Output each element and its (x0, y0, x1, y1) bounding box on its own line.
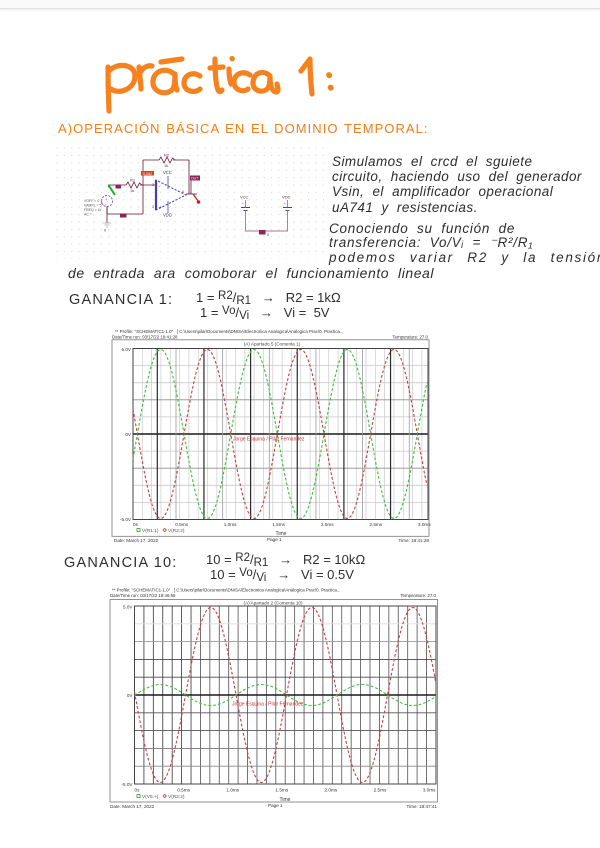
svg-text:3: 3 (152, 205, 154, 209)
svg-text:+: + (159, 205, 162, 211)
svg-text:3.0ms: 3.0ms (418, 522, 431, 527)
svg-text:VOFF = 0: VOFF = 0 (84, 199, 99, 203)
svg-text:2: 2 (152, 183, 154, 187)
svg-text:5.0V: 5.0V (123, 605, 133, 610)
svg-text:Time: 18:41:28: Time: 18:41:28 (399, 538, 430, 543)
svg-text:0.5ms: 0.5ms (175, 522, 188, 527)
svg-text:AC =: AC = (84, 213, 92, 217)
svg-text:2.0ms: 2.0ms (321, 522, 334, 527)
svg-text:1.5ms: 1.5ms (275, 788, 288, 793)
svg-text:Time: 18:47:41: Time: 18:47:41 (407, 804, 438, 809)
svg-text:0: 0 (104, 228, 107, 233)
svg-text:-5.0V: -5.0V (122, 782, 134, 787)
svg-text:Date/Time run: 03/17/22 18:46:: Date/Time run: 03/17/22 18:46:55 (110, 593, 176, 598)
svg-text:-5.0V: -5.0V (120, 517, 132, 522)
svg-text:Temperature: 27.0: Temperature: 27.0 (392, 335, 428, 340)
svg-text:2.5ms: 2.5ms (374, 788, 387, 793)
svg-text:0.5ms: 0.5ms (177, 788, 190, 793)
svg-text:6: 6 (182, 190, 184, 194)
svg-text:-: - (159, 184, 161, 190)
svg-text:FREQ = 1k: FREQ = 1k (84, 208, 102, 212)
svg-text:TL082: TL082 (142, 172, 152, 176)
svg-text:1k: 1k (164, 163, 168, 168)
svg-text:VDD: VDD (163, 213, 172, 218)
svg-text:Date/Time run: 03/17/22 18:41:: Date/Time run: 03/17/22 18:41:28 (112, 335, 178, 340)
svg-text:1.0ms: 1.0ms (224, 522, 237, 527)
svg-text:Time: Time (280, 797, 291, 803)
svg-text:R2: R2 (164, 153, 170, 158)
svg-text:0V: 0V (125, 432, 132, 437)
svg-text:OUT: OUT (191, 177, 198, 181)
svg-text:5.0V: 5.0V (122, 347, 132, 352)
svg-text:R1: R1 (130, 178, 136, 183)
svg-text:(A) Apartado 5 (Comenta 1): (A) Apartado 5 (Comenta 1) (244, 342, 301, 347)
svg-text:1.5ms: 1.5ms (272, 522, 285, 527)
svg-text:0s: 0s (133, 522, 139, 527)
svg-text:VAMPL = 5: VAMPL = 5 (84, 204, 101, 208)
svg-text:2.5ms: 2.5ms (369, 522, 382, 527)
svg-text:** Profile: "SCHEMATIC1-1.0": ** Profile: "SCHEMATIC1-1.0" [ C:\Users\… (115, 329, 344, 334)
svg-text:1k: 1k (130, 188, 134, 193)
svg-text:+: + (284, 202, 286, 206)
svg-text:VCC: VCC (163, 170, 172, 175)
svg-text:V(R1:1): V(R1:1) (142, 528, 159, 534)
svg-text:0V: 0V (127, 693, 134, 698)
svg-text:Date: March 17, 2022: Date: March 17, 2022 (110, 804, 155, 809)
svg-text:V(V5:+): V(V5:+) (142, 794, 159, 800)
svg-text:Temperature: 27.0: Temperature: 27.0 (400, 593, 436, 598)
svg-text:3.0ms: 3.0ms (423, 788, 436, 793)
svg-text:Page 1: Page 1 (267, 537, 282, 542)
svg-text:2.0ms: 2.0ms (325, 788, 338, 793)
svg-text:VDD: VDD (282, 195, 291, 200)
svg-text:V(R2:2): V(R2:2) (168, 794, 185, 800)
svg-text:Jorge Esquina / Pilar Fernande: Jorge Esquina / Pilar Fernandez (233, 437, 305, 443)
svg-text:+: + (105, 197, 108, 202)
svg-text:(A) Apartado 2 (Comenta 10): (A) Apartado 2 (Comenta 10) (244, 601, 303, 606)
svg-text:+: + (242, 202, 244, 206)
svg-text:** Profile: "SCHEMATIC1-1.0": ** Profile: "SCHEMATIC1-1.0" [ C:\Users\… (112, 588, 341, 593)
svg-text:V(R2:2): V(R2:2) (168, 528, 185, 534)
svg-text:0s: 0s (135, 788, 141, 793)
svg-text:Time: Time (276, 531, 287, 537)
svg-text:Date: March 17, 2022: Date: March 17, 2022 (114, 538, 159, 543)
svg-text:1.0ms: 1.0ms (226, 788, 239, 793)
svg-text:Jorge Esquina / Pilar Fernande: Jorge Esquina / Pilar Fernandez (232, 702, 304, 708)
svg-text:VCC: VCC (240, 195, 249, 200)
svg-text:-: - (105, 202, 107, 207)
svg-text:Page 1: Page 1 (268, 803, 283, 808)
svg-text:0: 0 (267, 233, 269, 237)
